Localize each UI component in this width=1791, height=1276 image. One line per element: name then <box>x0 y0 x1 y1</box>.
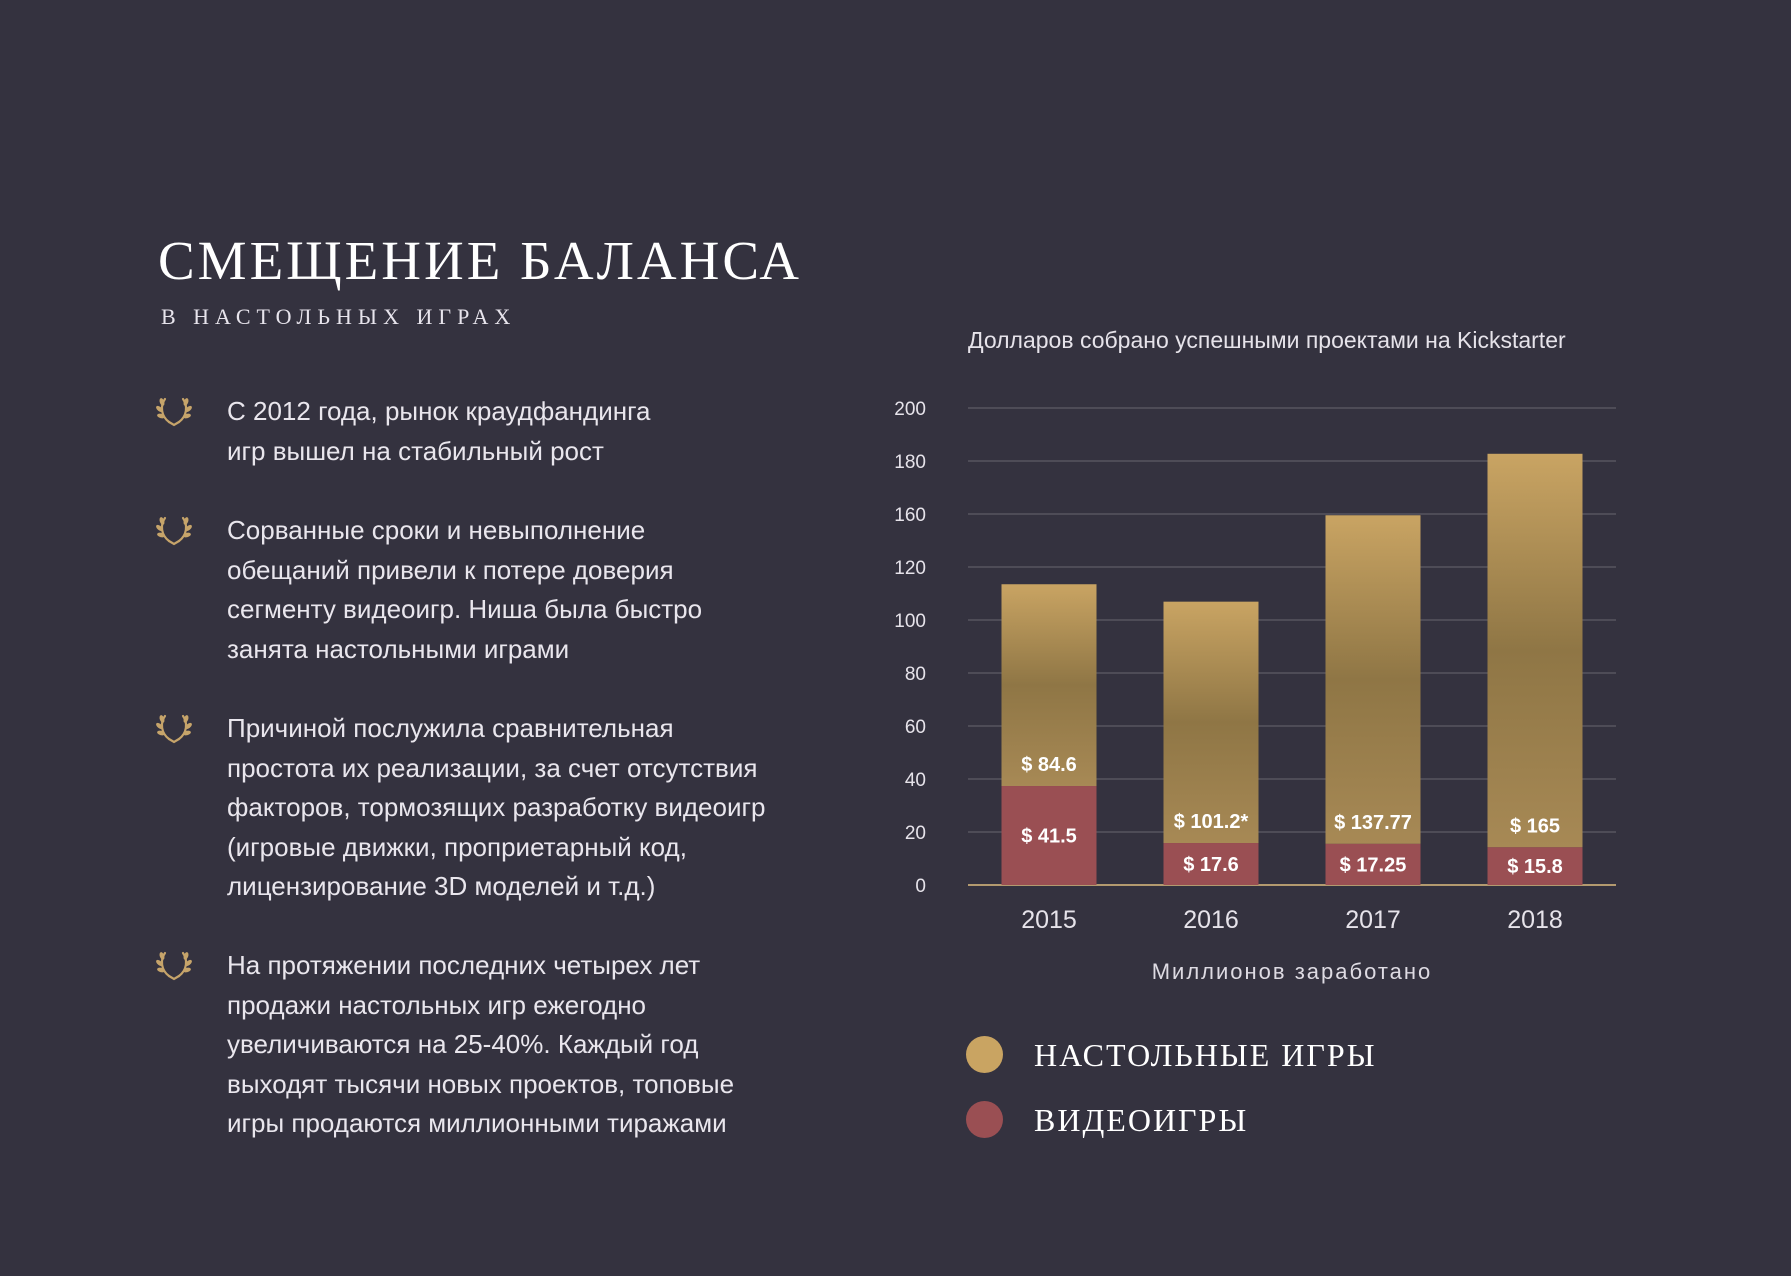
bars <box>1001 453 1583 885</box>
laurel-icon <box>156 394 192 428</box>
bar-board-games <box>1163 601 1259 844</box>
data-label-video-games: $ 17.25 <box>1340 854 1407 876</box>
y-tick-label: 120 <box>894 558 926 579</box>
x-tick-label: 2016 <box>1183 906 1239 934</box>
data-labels: $ 41.5 $ 84.6 $ 17.6 $ 101.2* $ 17.25 $ 137.7… <box>1021 754 1563 878</box>
legend-swatch <box>966 1101 1003 1138</box>
bar-video-games <box>1487 847 1583 885</box>
bar-board-games <box>1325 515 1421 844</box>
y-tick-label: 180 <box>894 452 926 473</box>
bullet-text: С 2012 года, рынок краудфандинга игр выш… <box>227 396 651 466</box>
data-label-board-games: $ 137.77 <box>1334 812 1412 834</box>
x-axis-label: Миллионов заработано <box>1151 959 1433 984</box>
legend-label: ВИДЕОИГРЫ <box>1034 1102 1249 1138</box>
bar-video-games <box>1325 843 1421 885</box>
bar-board-games <box>1001 584 1097 787</box>
y-tick-label: 80 <box>905 664 926 685</box>
data-label-board-games: $ 165 <box>1510 815 1560 837</box>
laurel-icon <box>156 711 192 745</box>
y-tick-label: 0 <box>915 876 926 897</box>
y-tick-label: 200 <box>894 399 926 420</box>
y-tick-label: 40 <box>905 770 926 791</box>
data-label-board-games: $ 101.2* <box>1174 811 1249 833</box>
bullet-text: Причиной послужила сравнительная простот… <box>227 713 766 902</box>
data-label-video-games: $ 17.6 <box>1183 854 1239 876</box>
x-tick-label: 2015 <box>1021 906 1077 934</box>
bullet-text: Сорванные сроки и невыполнение обещаний … <box>227 515 703 664</box>
data-label-video-games: $ 15.8 <box>1507 856 1563 878</box>
y-tick-label: 160 <box>894 505 926 526</box>
chart-title: Долларов собрано успешными проектами на … <box>968 327 1566 353</box>
data-label-video-games: $ 41.5 <box>1021 826 1077 848</box>
laurel-icon <box>156 513 192 547</box>
bar-board-games <box>1487 453 1583 848</box>
bullet-text: На протяжении последних четырех лет прод… <box>227 950 735 1139</box>
y-tick-label: 20 <box>905 823 926 844</box>
page-title: СМЕЩЕНИЕ БАЛАНСА <box>158 230 803 291</box>
legend-swatch <box>966 1036 1003 1073</box>
y-tick-label: 100 <box>894 611 926 632</box>
data-label-board-games: $ 84.6 <box>1021 754 1077 776</box>
x-tick-label: 2018 <box>1507 906 1563 934</box>
x-axis-ticks: 2015 2016 2017 2018 <box>1021 906 1563 934</box>
bar-video-games <box>1001 786 1097 885</box>
x-tick-label: 2017 <box>1345 906 1401 934</box>
bar-video-games <box>1163 843 1259 885</box>
legend-label: НАСТОЛЬНЫЕ ИГРЫ <box>1034 1037 1377 1073</box>
y-tick-label: 60 <box>905 717 926 738</box>
laurel-icon <box>156 948 192 982</box>
page-subtitle: В НАСТОЛЬНЫХ ИГРАХ <box>161 304 517 329</box>
